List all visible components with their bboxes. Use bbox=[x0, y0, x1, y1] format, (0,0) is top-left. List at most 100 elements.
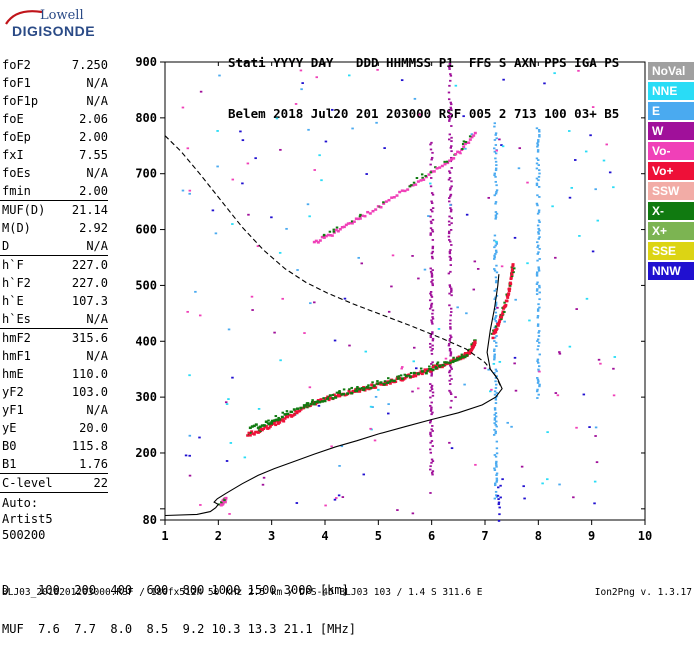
noise-dot bbox=[613, 356, 617, 358]
echo-dot bbox=[447, 110, 451, 112]
noise-dot bbox=[300, 88, 303, 91]
echo-dot bbox=[494, 423, 497, 426]
echo-dot bbox=[495, 341, 498, 344]
trace-dot bbox=[358, 390, 362, 393]
noise-dot bbox=[324, 140, 328, 143]
noise-dot bbox=[575, 426, 578, 429]
header-values: Belem 2018 Jul20 201 203000 RSF 005 2 71… bbox=[228, 106, 620, 121]
trace-dot bbox=[496, 324, 500, 327]
trace-dot bbox=[408, 375, 412, 378]
echo-dot bbox=[431, 312, 434, 315]
echo-dot bbox=[449, 210, 453, 213]
param-value: 2.92 bbox=[79, 221, 108, 235]
param-value: N/A bbox=[86, 76, 108, 90]
trace-dot bbox=[370, 383, 374, 387]
echo-dot bbox=[430, 280, 433, 283]
trace-dot bbox=[468, 351, 472, 355]
param-row: foE 2.06 bbox=[0, 110, 110, 128]
trace-dot bbox=[250, 425, 254, 428]
noise-dot bbox=[444, 357, 448, 360]
echo-dot bbox=[493, 454, 497, 456]
noise-dot bbox=[186, 310, 189, 313]
echo-dot bbox=[430, 374, 433, 377]
echo-dot bbox=[494, 398, 498, 401]
trace-dot-x bbox=[348, 388, 351, 391]
trace-dot bbox=[491, 336, 495, 340]
echo-dot bbox=[448, 364, 452, 367]
echo-dot bbox=[536, 145, 539, 148]
echo-dot bbox=[430, 252, 434, 255]
trace-dot bbox=[472, 134, 476, 137]
noise-dot bbox=[390, 285, 393, 288]
noise-dot bbox=[526, 181, 529, 184]
echo-dot bbox=[431, 332, 434, 335]
trace-dot bbox=[319, 398, 323, 401]
trace-dot-x bbox=[257, 429, 261, 432]
echo-dot bbox=[494, 320, 498, 322]
noise-dot bbox=[415, 367, 418, 370]
trace-dot-x bbox=[220, 501, 223, 504]
noise-dot bbox=[333, 498, 337, 501]
trace-dot-x bbox=[358, 215, 362, 218]
echo-dot bbox=[494, 180, 497, 183]
noise-dot bbox=[594, 188, 597, 191]
trace-dot-x bbox=[310, 400, 314, 403]
echo-dot bbox=[495, 164, 498, 167]
noise-dot bbox=[387, 310, 391, 313]
trace-dot bbox=[463, 355, 467, 359]
trace-dot-x bbox=[409, 371, 413, 374]
echo-dot bbox=[449, 391, 452, 394]
echo-dot bbox=[493, 497, 496, 500]
echo-dot bbox=[495, 477, 499, 480]
legend-item-x-plus: X+ bbox=[648, 222, 694, 240]
param-name: foEp bbox=[2, 130, 31, 144]
echo-dot bbox=[537, 380, 540, 383]
trace-dot bbox=[440, 164, 444, 168]
param-name: h`Es bbox=[2, 312, 31, 326]
noise-dot bbox=[348, 344, 351, 347]
echo-noise bbox=[181, 68, 617, 515]
trace-dot bbox=[252, 433, 256, 436]
echo-dot bbox=[536, 338, 540, 341]
echo-dot bbox=[493, 371, 496, 374]
trace-dot bbox=[248, 434, 252, 437]
noise-dot bbox=[231, 376, 234, 379]
noise-dot bbox=[585, 297, 589, 300]
echo-dot bbox=[536, 388, 539, 391]
param-row: foF1 N/A bbox=[0, 74, 110, 92]
echo-dot bbox=[447, 230, 451, 233]
param-value: N/A bbox=[86, 94, 108, 108]
trace-dot bbox=[443, 162, 447, 166]
noise-dot bbox=[591, 250, 595, 253]
trace-dot-x bbox=[429, 367, 433, 370]
echo-dot bbox=[450, 378, 453, 380]
trace-dot-x bbox=[223, 499, 226, 502]
echo-dot bbox=[493, 256, 496, 259]
x-tick-label: 5 bbox=[375, 529, 382, 543]
echo-dot bbox=[430, 384, 434, 387]
trace-dot bbox=[444, 361, 448, 364]
echo-dot bbox=[448, 118, 451, 121]
noise-dot bbox=[465, 213, 469, 216]
trace-dot-x bbox=[443, 361, 446, 364]
trace-dot-x bbox=[512, 267, 516, 270]
trace-dot-x bbox=[305, 404, 308, 407]
param-value: N/A bbox=[86, 166, 108, 180]
noise-dot bbox=[231, 223, 234, 225]
echo-dot bbox=[448, 84, 451, 87]
noise-dot bbox=[317, 404, 321, 407]
trace-dot bbox=[376, 382, 380, 385]
trace-dot-x bbox=[415, 177, 419, 180]
echo-dot bbox=[431, 337, 435, 340]
trace-dot bbox=[342, 225, 346, 229]
echo-dot bbox=[494, 281, 498, 284]
noise-dot bbox=[251, 309, 254, 311]
echo-dot bbox=[537, 232, 540, 235]
echo-dot bbox=[493, 408, 497, 411]
trace-dot bbox=[286, 415, 290, 419]
trace-dot bbox=[395, 194, 399, 197]
echo-dot bbox=[538, 236, 541, 239]
echo-dot bbox=[429, 396, 432, 399]
echo-dot bbox=[537, 219, 541, 222]
echo-dot bbox=[431, 445, 434, 447]
